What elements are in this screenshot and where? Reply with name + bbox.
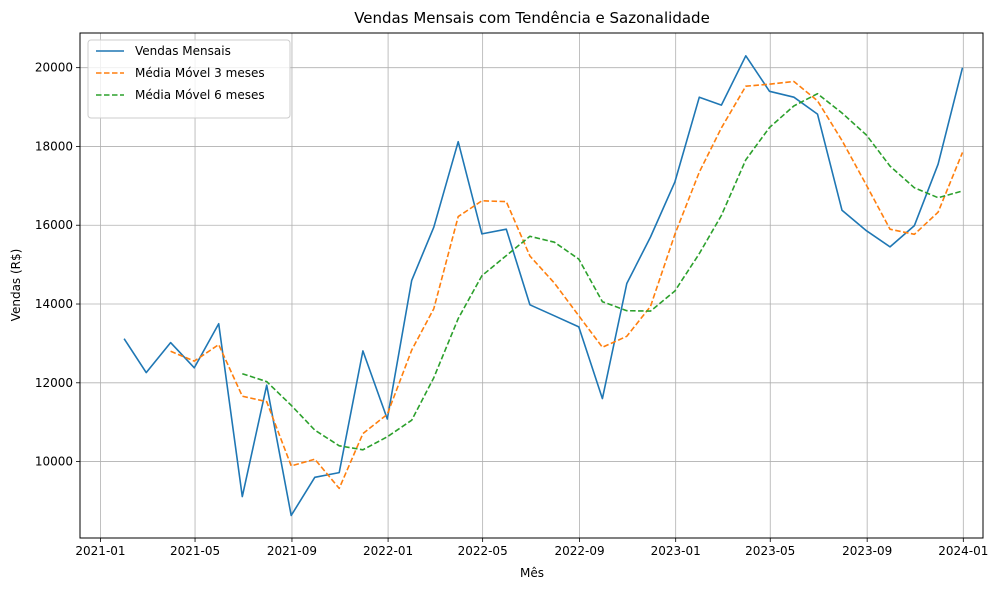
x-tick-label: 2023-09	[842, 544, 892, 558]
series-group	[124, 56, 962, 516]
y-tick-label: 10000	[35, 455, 73, 469]
series-line	[124, 56, 962, 516]
y-axis-label: Vendas (R$)	[9, 249, 23, 322]
legend-label: Média Móvel 3 meses	[135, 66, 265, 80]
y-tick-label: 12000	[35, 376, 73, 390]
x-tick-label: 2021-05	[170, 544, 220, 558]
x-tick-label: 2022-09	[554, 544, 604, 558]
x-tick-label: 2023-01	[651, 544, 701, 558]
series-line	[171, 82, 963, 489]
x-axis-label: Mês	[520, 566, 544, 580]
legend-label: Vendas Mensais	[135, 44, 231, 58]
legend-label: Média Móvel 6 meses	[135, 88, 265, 102]
x-tick-label: 2024-01	[938, 544, 988, 558]
x-tick-label: 2021-01	[75, 544, 125, 558]
x-tick-label: 2022-01	[363, 544, 413, 558]
x-tick-label: 2022-05	[458, 544, 508, 558]
y-tick-label: 16000	[35, 218, 73, 232]
x-tick-label: 2021-09	[267, 544, 317, 558]
axis-ticks: 2021-01 2021-05 2021-09 2022-01 2022-05 2022-…	[35, 61, 989, 558]
series-vendas-mensais	[124, 56, 962, 516]
series-media-movel-3-meses	[171, 81, 963, 488]
y-tick-label: 14000	[35, 297, 73, 311]
x-tick-label: 2023-05	[745, 544, 795, 558]
y-tick-label: 20000	[35, 61, 73, 75]
legend: Vendas Mensais Média Móvel 3 meses Média M…	[88, 40, 290, 118]
chart-title: Vendas Mensais com Tendência e Sazonalid…	[354, 9, 710, 27]
y-tick-label: 18000	[35, 139, 73, 153]
